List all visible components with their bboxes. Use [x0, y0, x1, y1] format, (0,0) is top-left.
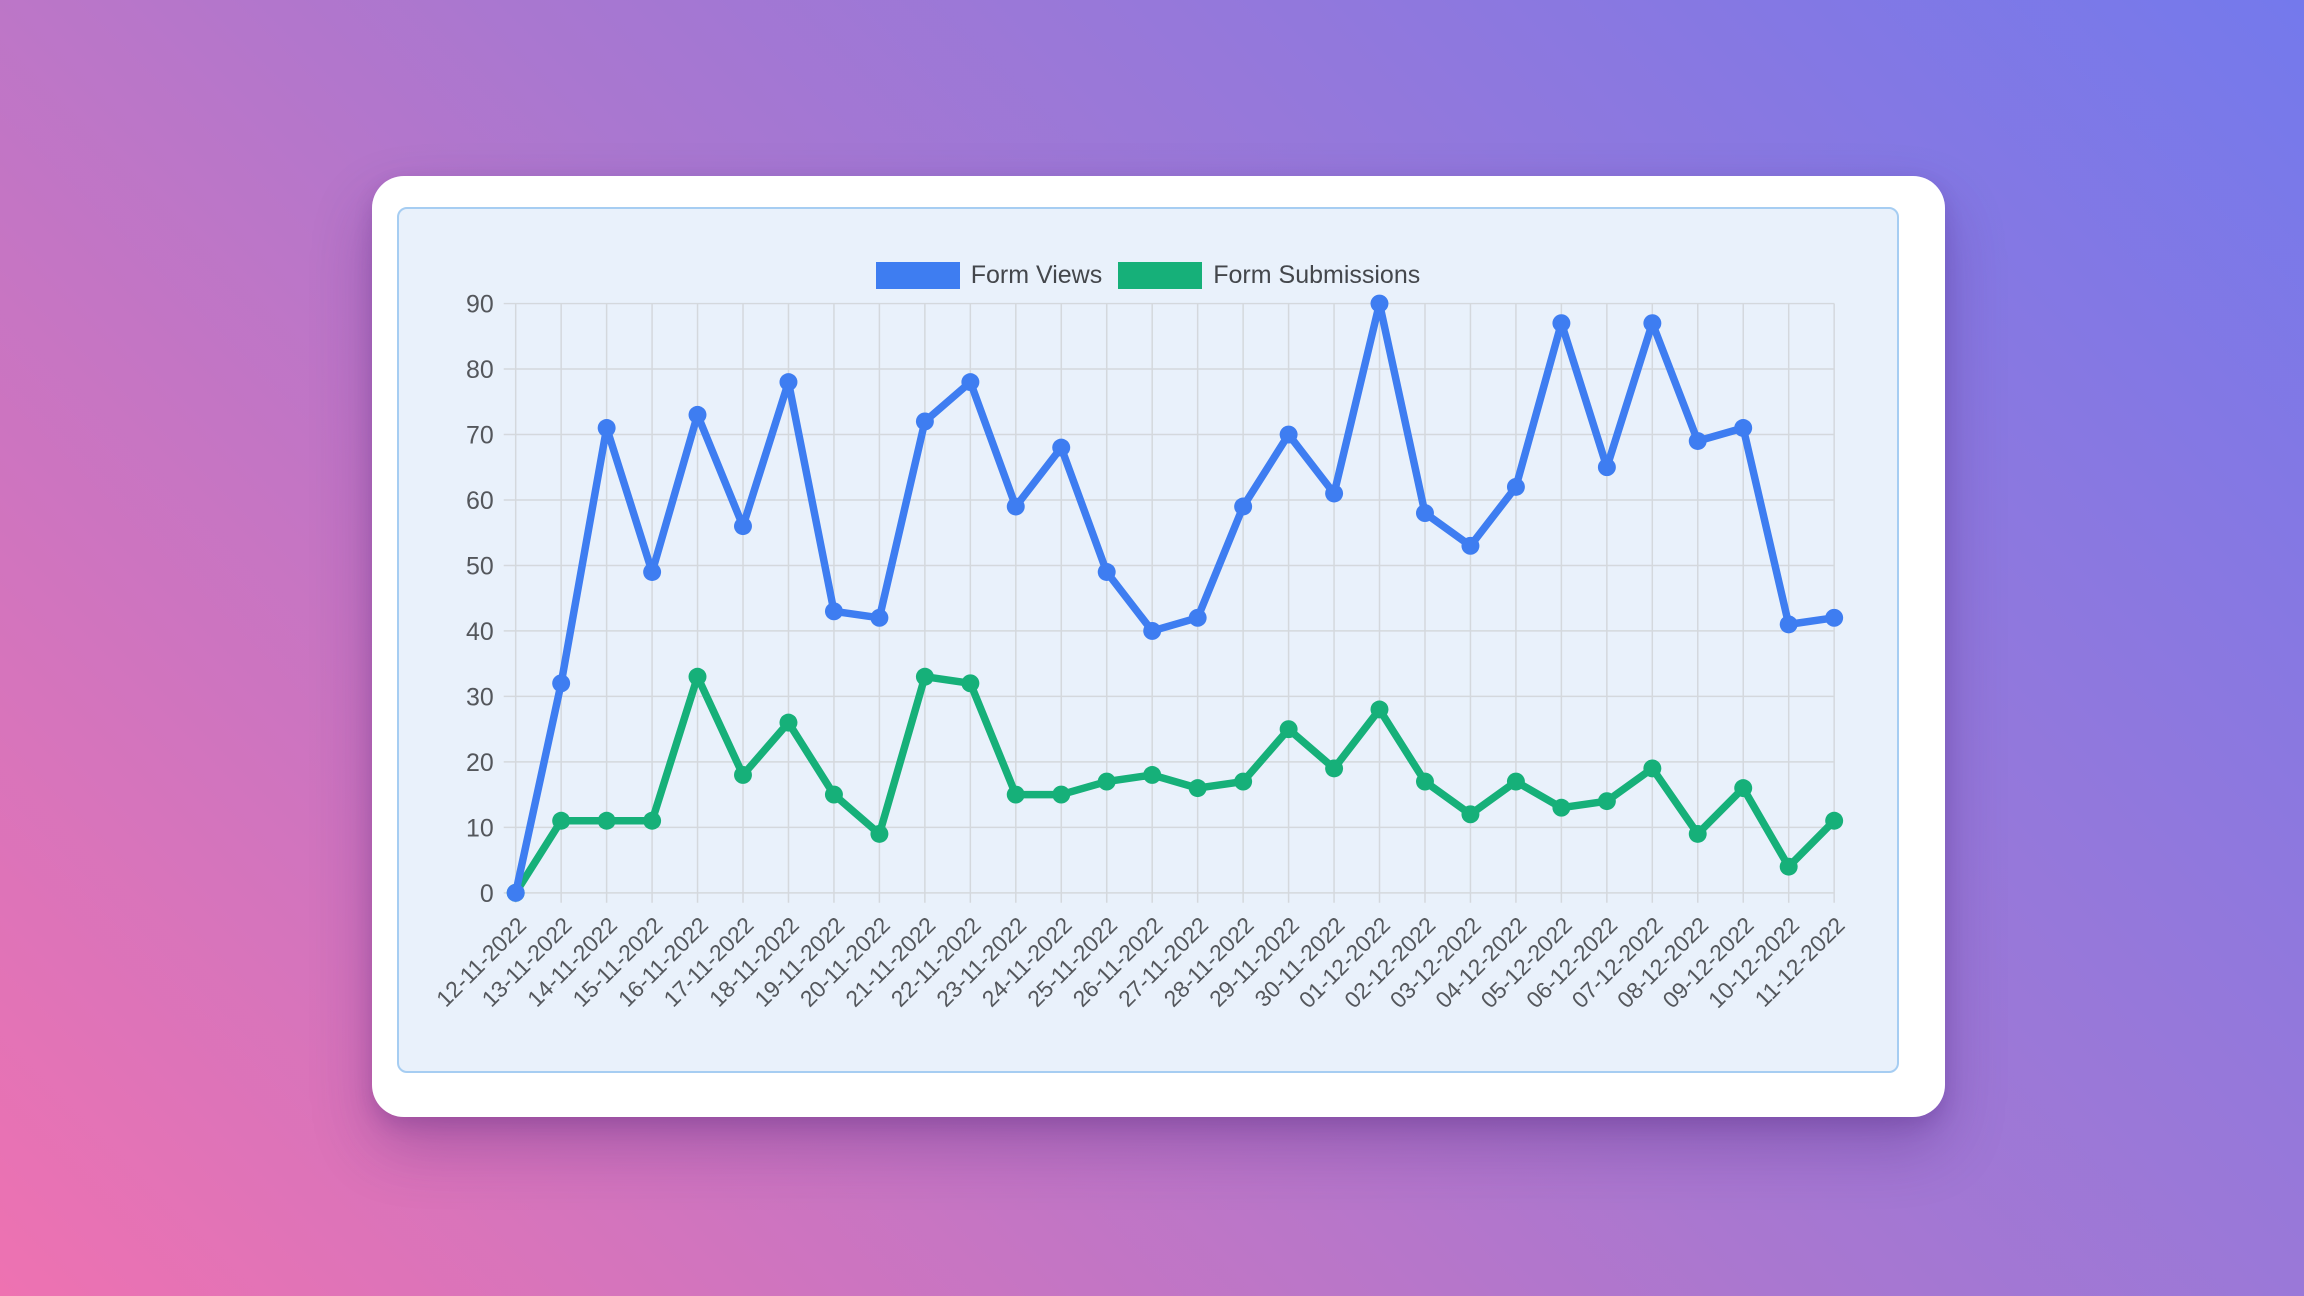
data-point-form-submissions[interactable] [1370, 700, 1389, 719]
y-axis-tick-label: 90 [466, 291, 494, 319]
x-axis-labels: 12-11-202213-11-202214-11-202215-11-2022… [431, 912, 1850, 1013]
y-axis-labels: 0 10 20 30 40 50 60 70 80 90 [466, 291, 494, 908]
data-point-form-views[interactable] [1643, 314, 1662, 333]
y-axis-tick-label: 0 [480, 880, 494, 908]
data-point-form-submissions[interactable] [1597, 792, 1616, 811]
data-point-form-views[interactable] [1325, 484, 1344, 503]
chart-legend: Form Views Form Submissions [399, 262, 1897, 289]
y-axis-tick-label: 20 [466, 749, 494, 777]
data-point-form-submissions[interactable] [779, 713, 798, 732]
data-point-form-submissions[interactable] [1325, 759, 1344, 778]
y-axis-tick-label: 10 [466, 814, 494, 842]
data-point-form-views[interactable] [1006, 497, 1025, 516]
data-point-form-submissions[interactable] [915, 667, 934, 686]
data-point-form-views[interactable] [961, 373, 980, 392]
y-axis-tick-label: 70 [466, 421, 494, 449]
data-point-form-views[interactable] [1097, 563, 1116, 581]
data-point-form-views[interactable] [1370, 294, 1389, 313]
data-point-form-submissions[interactable] [1415, 772, 1434, 791]
data-point-form-submissions[interactable] [1234, 772, 1253, 791]
data-point-form-views[interactable] [870, 608, 889, 627]
data-point-form-submissions[interactable] [870, 824, 889, 843]
data-point-form-submissions[interactable] [597, 811, 616, 830]
data-point-form-submissions[interactable] [643, 811, 662, 830]
y-axis-tick-label: 50 [466, 552, 494, 580]
data-point-form-views[interactable] [1279, 425, 1298, 444]
chart-card: Form Views Form Submissions 0 10 20 30 40 50 6… [372, 176, 1945, 1117]
y-axis-tick-label: 80 [466, 356, 494, 384]
data-point-form-submissions[interactable] [1461, 805, 1480, 824]
data-point-form-views[interactable] [1234, 497, 1253, 516]
y-axis-tick-label: 60 [466, 487, 494, 515]
data-point-form-submissions[interactable] [1279, 720, 1298, 739]
data-point-form-views[interactable] [734, 517, 752, 536]
data-point-form-views[interactable] [1188, 608, 1207, 627]
y-axis-tick-label: 40 [466, 618, 494, 646]
data-point-form-views[interactable] [1552, 314, 1571, 333]
data-point-form-submissions[interactable] [1643, 759, 1662, 778]
data-point-form-submissions[interactable] [1052, 785, 1071, 804]
series-line-form-submissions [511, 672, 1838, 897]
data-point-form-submissions[interactable] [1688, 824, 1707, 843]
data-point-form-views[interactable] [1779, 615, 1798, 634]
data-point-form-views[interactable] [915, 412, 934, 431]
legend-item-form-submissions[interactable]: Form Submissions [1118, 262, 1420, 289]
data-point-form-submissions[interactable] [1506, 772, 1525, 791]
data-point-form-submissions[interactable] [1188, 779, 1207, 798]
legend-label-form-views: Form Views [970, 261, 1103, 289]
data-point-form-views[interactable] [1461, 536, 1480, 555]
data-point-form-views[interactable] [1506, 477, 1525, 496]
data-point-form-views[interactable] [688, 405, 707, 424]
data-point-form-submissions[interactable] [552, 811, 571, 830]
data-point-form-submissions[interactable] [1143, 766, 1162, 784]
line-chart-canvas[interactable]: 0 10 20 30 40 50 60 70 80 90 12-11-202213-11-20221… [399, 209, 1897, 1071]
data-point-form-views[interactable] [1597, 458, 1616, 477]
data-point-form-submissions[interactable] [1825, 811, 1844, 830]
y-axis-tick-label: 30 [466, 683, 494, 711]
legend-swatch-form-views [875, 262, 960, 289]
legend-item-form-views[interactable]: Form Views [875, 261, 1103, 289]
data-point-form-views[interactable] [1143, 621, 1162, 640]
data-point-form-submissions[interactable] [734, 766, 752, 784]
data-point-form-views[interactable] [779, 373, 798, 392]
data-point-form-views[interactable] [1825, 608, 1844, 627]
data-point-form-views[interactable] [824, 602, 843, 621]
data-point-form-views[interactable] [506, 883, 525, 902]
data-point-form-views[interactable] [1415, 504, 1434, 523]
chart-panel: Form Views Form Submissions 0 10 20 30 40 50 6… [397, 207, 1899, 1073]
data-point-form-submissions[interactable] [1097, 772, 1116, 791]
data-point-form-views[interactable] [1052, 438, 1071, 457]
data-point-form-views[interactable] [1688, 432, 1707, 450]
data-point-form-views[interactable] [597, 419, 616, 437]
data-point-form-views[interactable] [643, 563, 662, 581]
series-form-submissions [506, 667, 1844, 902]
series-line-form-views [511, 299, 1838, 897]
data-point-form-submissions[interactable] [1779, 857, 1798, 876]
data-point-form-views[interactable] [1734, 419, 1753, 437]
data-point-form-submissions[interactable] [1552, 798, 1571, 817]
legend-label-form-submissions: Form Submissions [1213, 261, 1421, 289]
data-point-form-submissions[interactable] [1734, 779, 1753, 798]
legend-swatch-form-submissions [1118, 262, 1203, 289]
data-point-form-submissions[interactable] [688, 667, 707, 686]
series-form-views [506, 294, 1844, 902]
data-point-form-submissions[interactable] [961, 674, 980, 693]
data-point-form-submissions[interactable] [824, 785, 843, 804]
data-point-form-submissions[interactable] [1006, 785, 1025, 804]
data-point-form-views[interactable] [552, 674, 571, 693]
chart-grid [503, 302, 1835, 903]
